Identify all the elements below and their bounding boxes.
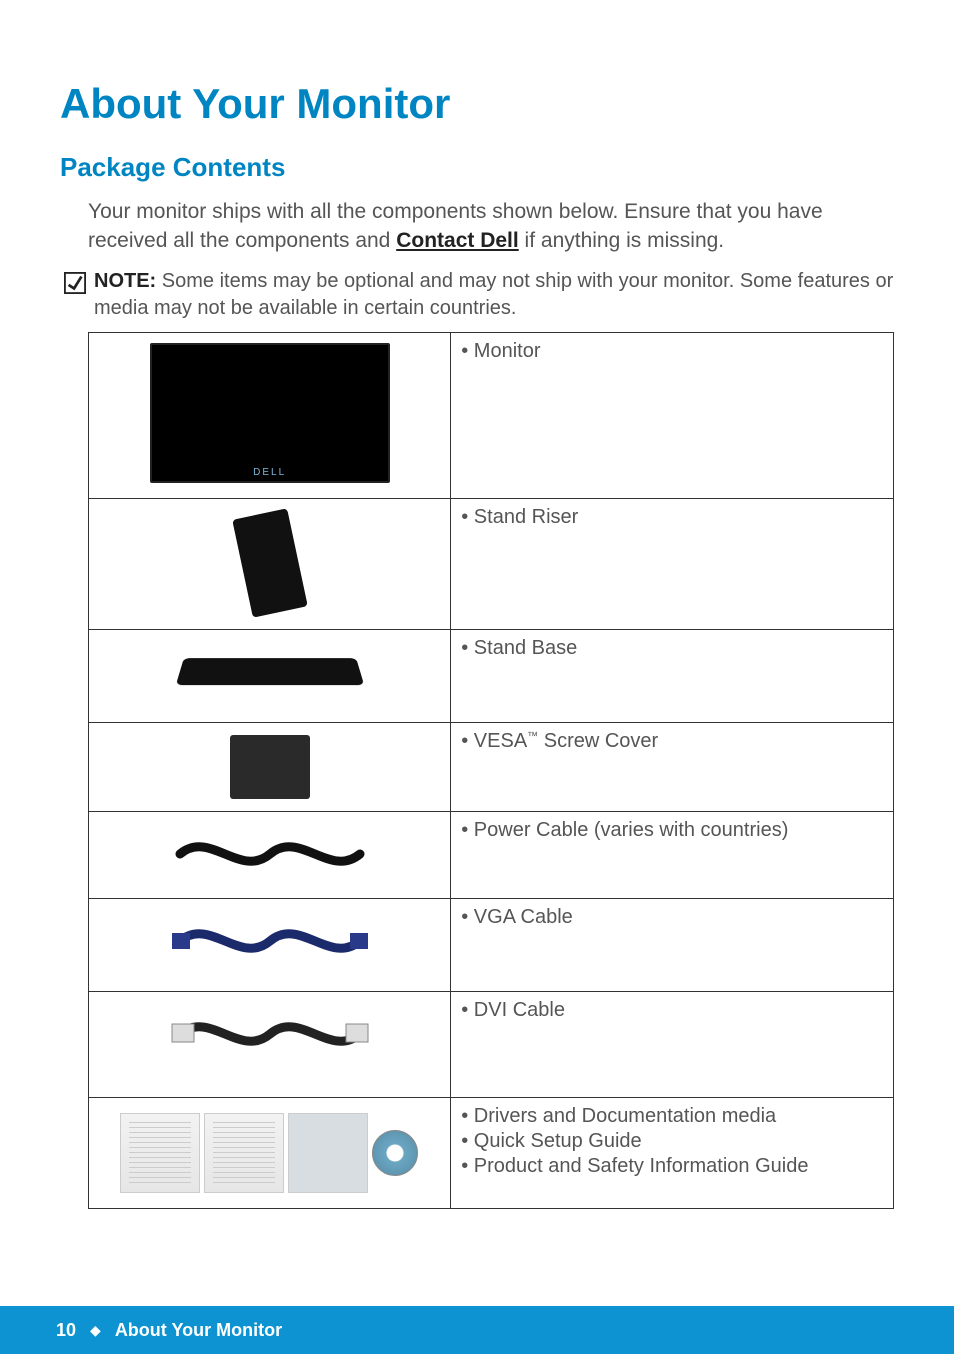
table-row: • Stand Base (89, 629, 894, 722)
list-item: • Monitor (461, 339, 883, 364)
note-text: NOTE: Some items may be optional and may… (94, 268, 894, 322)
table-row: • VESA™ Screw Cover (89, 722, 894, 811)
intro-paragraph: Your monitor ships with all the componen… (88, 197, 894, 256)
list-item: • Stand Riser (461, 505, 883, 530)
contents-table-wrap: DELL • Monitor • Stand Riser • Stand Base • … (88, 332, 894, 1209)
table-row: • Stand Riser (89, 498, 894, 629)
footer-page-number: 10 (56, 1320, 76, 1341)
item-text-cell: • Power Cable (varies with countries) (451, 811, 894, 898)
section-title: Package Contents (60, 152, 894, 183)
table-row: • Drivers and Documentation media• Quick… (89, 1097, 894, 1208)
table-row: DELL • Monitor (89, 332, 894, 498)
item-image-cell: DELL (89, 332, 451, 498)
list-item: • DVI Cable (461, 998, 883, 1023)
footer-section: About Your Monitor (115, 1320, 282, 1341)
item-image-cell (89, 898, 451, 991)
note-label: NOTE: (94, 270, 156, 292)
contact-dell-link[interactable]: Contact Dell (396, 229, 519, 252)
item-text-cell: • VGA Cable (451, 898, 894, 991)
item-image-cell (89, 811, 451, 898)
item-image-cell (89, 1097, 451, 1208)
contents-table: DELL • Monitor • Stand Riser • Stand Base • … (88, 332, 894, 1209)
list-item: • VESA™ Screw Cover (461, 729, 883, 754)
note-row: NOTE: Some items may be optional and may… (64, 268, 894, 322)
footer-divider-icon: ◆ (90, 1322, 101, 1339)
table-row: • DVI Cable (89, 991, 894, 1097)
item-image-cell (89, 991, 451, 1097)
note-body: Some items may be optional and may not s… (94, 270, 893, 319)
document-page: About Your Monitor Package Contents Your… (0, 0, 954, 1354)
page-footer: 10 ◆ About Your Monitor (0, 1306, 954, 1354)
item-text-cell: • Stand Riser (451, 498, 894, 629)
list-item: • Drivers and Documentation media (461, 1104, 883, 1129)
list-item: • Stand Base (461, 636, 883, 661)
item-text-cell: • Stand Base (451, 629, 894, 722)
item-image-cell (89, 498, 451, 629)
list-item: • Quick Setup Guide (461, 1129, 883, 1154)
item-text-cell: • VESA™ Screw Cover (451, 722, 894, 811)
item-text-cell: • DVI Cable (451, 991, 894, 1097)
item-image-cell (89, 629, 451, 722)
intro-text-after: if anything is missing. (519, 229, 724, 252)
item-text-cell: • Drivers and Documentation media• Quick… (451, 1097, 894, 1208)
list-item: • VGA Cable (461, 905, 883, 930)
item-image-cell (89, 722, 451, 811)
table-row: • Power Cable (varies with countries) (89, 811, 894, 898)
page-title: About Your Monitor (60, 80, 894, 128)
table-row: • VGA Cable (89, 898, 894, 991)
note-icon (64, 272, 86, 294)
item-text-cell: • Monitor (451, 332, 894, 498)
list-item: • Product and Safety Information Guide (461, 1154, 883, 1179)
list-item: • Power Cable (varies with countries) (461, 818, 883, 843)
